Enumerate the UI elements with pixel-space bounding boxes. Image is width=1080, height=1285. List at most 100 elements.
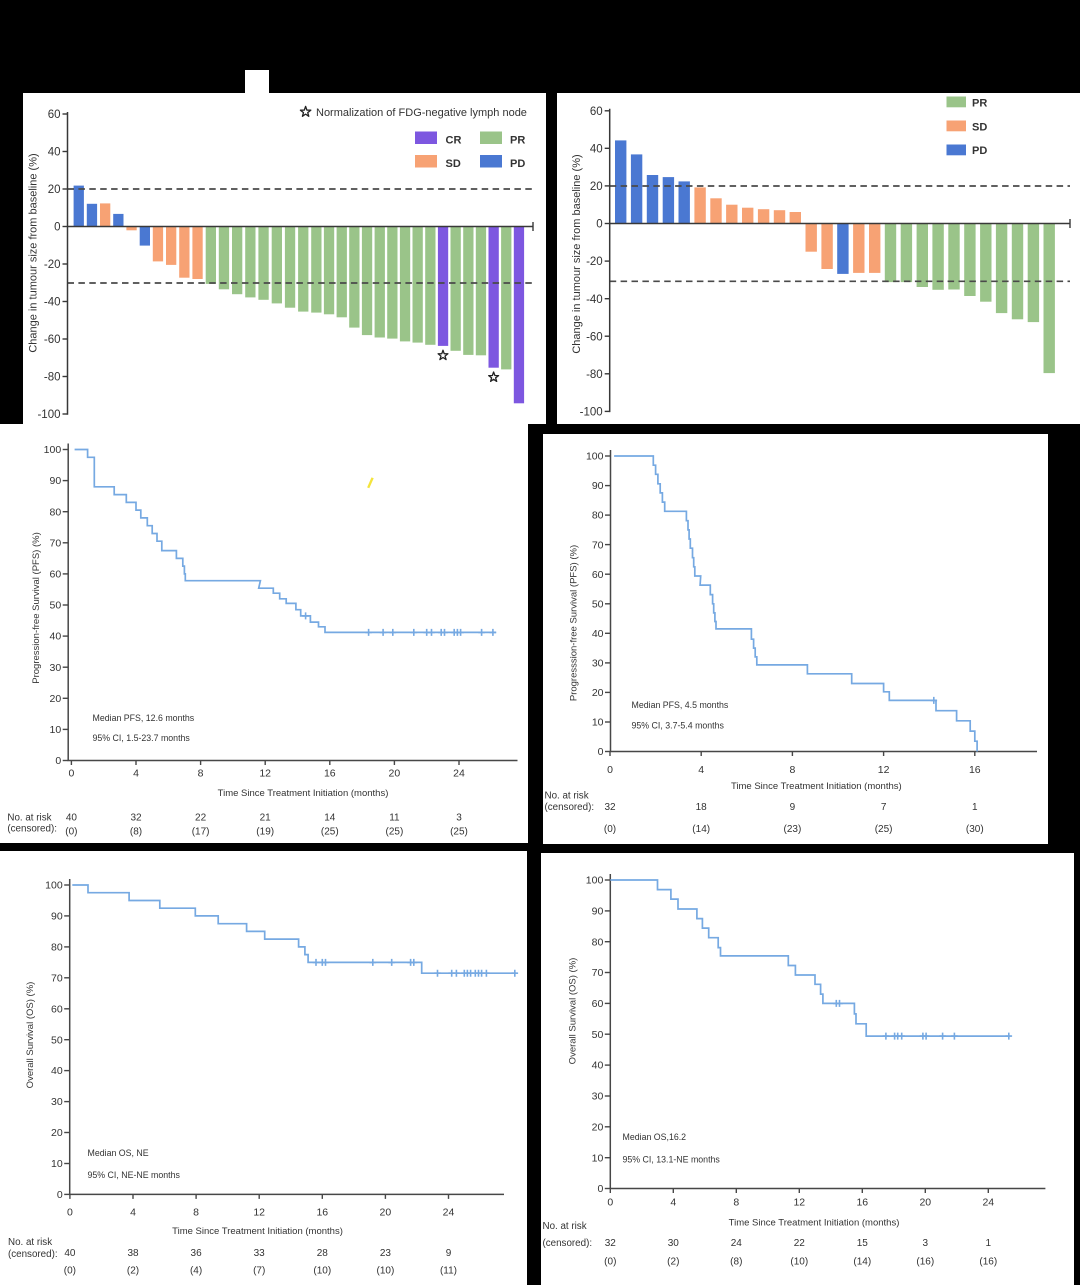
svg-text:90: 90 xyxy=(592,905,604,917)
svg-text:95% CI, 3.7-5.4 months: 95% CI, 3.7-5.4 months xyxy=(632,721,725,731)
svg-text:16: 16 xyxy=(969,764,981,776)
svg-text:(30): (30) xyxy=(966,824,984,835)
svg-text:Median OS,16.2: Median OS,16.2 xyxy=(623,1132,687,1142)
svg-text:24: 24 xyxy=(982,1197,994,1209)
svg-text:20: 20 xyxy=(50,693,62,705)
svg-text:Change in tumour size from bas: Change in tumour size from baseline (%) xyxy=(571,154,583,353)
svg-text:(19): (19) xyxy=(256,827,274,838)
svg-text:30: 30 xyxy=(50,662,62,674)
svg-text:11: 11 xyxy=(389,812,400,823)
svg-text:20: 20 xyxy=(919,1197,931,1209)
svg-text:-60: -60 xyxy=(44,334,61,346)
svg-text:70: 70 xyxy=(592,539,604,551)
svg-text:60: 60 xyxy=(592,569,604,581)
svg-text:-40: -40 xyxy=(44,297,61,309)
svg-text:10: 10 xyxy=(50,724,62,736)
svg-text:80: 80 xyxy=(592,936,604,948)
svg-text:0: 0 xyxy=(596,219,602,231)
svg-text:14: 14 xyxy=(324,812,336,823)
svg-text:38: 38 xyxy=(127,1248,139,1259)
svg-text:80: 80 xyxy=(51,941,63,953)
svg-text:12: 12 xyxy=(878,764,890,776)
svg-text:16: 16 xyxy=(324,768,336,780)
svg-text:100: 100 xyxy=(586,875,604,887)
svg-text:Time Since Treatment Initiatio: Time Since Treatment Initiation (months) xyxy=(218,788,389,799)
svg-text:33: 33 xyxy=(254,1248,266,1259)
svg-text:(25): (25) xyxy=(321,827,339,838)
svg-text:30: 30 xyxy=(51,1096,63,1108)
svg-text:(censored):: (censored): xyxy=(7,824,57,835)
svg-text:20: 20 xyxy=(48,184,61,196)
svg-text:Normalization of FDG-negative: Normalization of FDG-negative lymph node xyxy=(316,107,527,119)
svg-text:21: 21 xyxy=(260,812,272,823)
svg-text:0: 0 xyxy=(598,746,604,758)
svg-text:4: 4 xyxy=(133,768,139,780)
svg-text:12: 12 xyxy=(259,768,271,780)
svg-text:-80: -80 xyxy=(586,369,603,381)
svg-text:0: 0 xyxy=(55,755,61,767)
svg-text:(10): (10) xyxy=(313,1266,331,1277)
svg-text:Time Since Treatment Initiatio: Time Since Treatment Initiation (months) xyxy=(731,781,902,792)
svg-text:28: 28 xyxy=(317,1248,329,1259)
svg-text:No. at risk: No. at risk xyxy=(545,790,589,801)
svg-text:8: 8 xyxy=(198,768,204,780)
svg-text:22: 22 xyxy=(195,812,207,823)
svg-text:(25): (25) xyxy=(875,824,893,835)
svg-text:20: 20 xyxy=(592,1121,604,1133)
svg-text:8: 8 xyxy=(193,1206,199,1218)
svg-text:(7): (7) xyxy=(253,1266,265,1277)
svg-text:8: 8 xyxy=(733,1197,739,1209)
svg-text:(8): (8) xyxy=(730,1257,742,1268)
svg-text:32: 32 xyxy=(604,802,616,813)
svg-text:95% CI, NE-NE months: 95% CI, NE-NE months xyxy=(88,1170,181,1180)
svg-text:9: 9 xyxy=(790,802,796,813)
svg-text:40: 40 xyxy=(51,1065,63,1077)
svg-text:(censored):: (censored): xyxy=(8,1249,58,1260)
svg-text:70: 70 xyxy=(51,972,63,984)
svg-text:4: 4 xyxy=(698,764,704,776)
svg-text:24: 24 xyxy=(443,1206,455,1218)
svg-text:(16): (16) xyxy=(979,1257,997,1268)
svg-text:3: 3 xyxy=(456,812,462,823)
svg-text:SD: SD xyxy=(972,121,987,133)
svg-text:0: 0 xyxy=(607,764,613,776)
svg-text:100: 100 xyxy=(45,880,63,892)
svg-text:100: 100 xyxy=(44,444,62,456)
svg-text:-40: -40 xyxy=(586,294,603,306)
svg-text:PD: PD xyxy=(510,158,525,170)
svg-text:60: 60 xyxy=(51,1003,63,1015)
svg-text:(2): (2) xyxy=(127,1266,139,1277)
svg-text:0: 0 xyxy=(67,1206,73,1218)
svg-text:(0): (0) xyxy=(604,1257,616,1268)
svg-text:22: 22 xyxy=(794,1238,806,1249)
svg-text:Progresssion-free Survival (PF: Progresssion-free Survival (PFS) (%) xyxy=(569,545,580,701)
svg-text:Median PFS, 4.5 months: Median PFS, 4.5 months xyxy=(632,700,729,710)
svg-text:40: 40 xyxy=(592,628,604,640)
svg-text:(4): (4) xyxy=(190,1266,202,1277)
svg-text:PR: PR xyxy=(510,135,525,147)
svg-text:8: 8 xyxy=(789,764,795,776)
svg-text:50: 50 xyxy=(51,1034,63,1046)
svg-text:90: 90 xyxy=(592,480,604,492)
svg-text:0: 0 xyxy=(54,222,60,234)
svg-text:20: 20 xyxy=(590,181,603,193)
svg-text:Median OS, NE: Median OS, NE xyxy=(88,1148,149,1158)
svg-text:(10): (10) xyxy=(790,1257,808,1268)
svg-text:0: 0 xyxy=(57,1189,63,1201)
svg-text:10: 10 xyxy=(592,1152,604,1164)
svg-text:40: 40 xyxy=(48,147,61,159)
svg-text:80: 80 xyxy=(592,510,604,522)
svg-text:(16): (16) xyxy=(916,1257,934,1268)
svg-text:0: 0 xyxy=(607,1197,613,1209)
svg-text:40: 40 xyxy=(64,1248,76,1259)
svg-text:(8): (8) xyxy=(130,827,142,838)
svg-text:12: 12 xyxy=(253,1206,265,1218)
svg-text:95% CI, 13.1-NE months: 95% CI, 13.1-NE months xyxy=(623,1155,721,1165)
svg-text:40: 40 xyxy=(592,1060,604,1072)
svg-text:12: 12 xyxy=(793,1197,805,1209)
svg-text:3: 3 xyxy=(923,1238,929,1249)
svg-text:16: 16 xyxy=(316,1206,328,1218)
svg-text:24: 24 xyxy=(731,1238,743,1249)
svg-text:0: 0 xyxy=(68,768,74,780)
svg-text:(25): (25) xyxy=(450,827,468,838)
